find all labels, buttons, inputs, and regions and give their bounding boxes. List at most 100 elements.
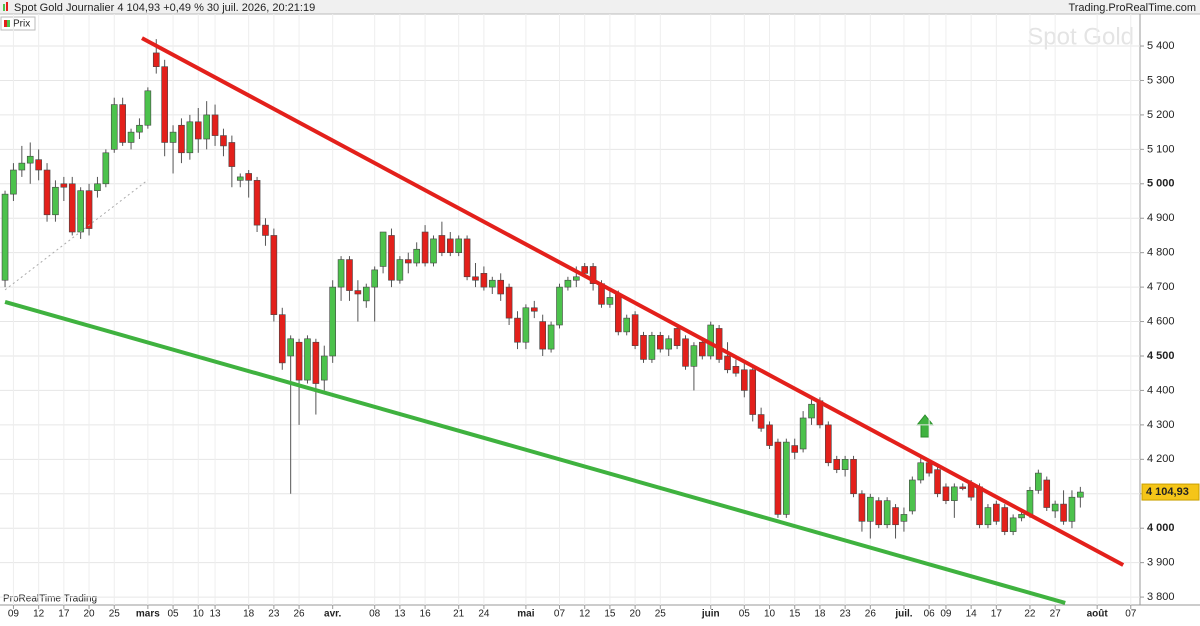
candle-body xyxy=(10,169,17,195)
x-tick-label: mars xyxy=(136,609,160,620)
candle-body xyxy=(925,462,933,474)
y-tick-label: 5 100 xyxy=(1147,143,1175,155)
candle-body xyxy=(270,235,278,315)
candle-body xyxy=(808,403,815,419)
candle-body xyxy=(337,259,345,288)
candle-body xyxy=(346,259,353,291)
candle-body xyxy=(917,462,925,481)
y-tick-label: 4 400 xyxy=(1147,384,1175,396)
candle-body xyxy=(438,235,446,253)
candle-body xyxy=(228,142,236,167)
x-tick-label: 20 xyxy=(83,609,95,620)
y-tick-label: 4 800 xyxy=(1147,247,1175,259)
header-source: Trading.ProRealTime.com xyxy=(1068,2,1196,14)
candle-body xyxy=(699,341,706,357)
x-tick-label: 26 xyxy=(865,609,877,620)
x-tick-label: 16 xyxy=(420,609,432,620)
candle-body xyxy=(304,338,311,381)
candle-body xyxy=(1060,503,1067,522)
candle-body xyxy=(68,183,76,233)
candle-body xyxy=(18,162,26,171)
header-bar xyxy=(0,0,1200,14)
x-tick-label: 09 xyxy=(940,609,952,620)
candle-body xyxy=(455,238,462,253)
y-tick-label: 3 900 xyxy=(1147,557,1175,569)
candle-body xyxy=(77,190,84,233)
candle-body xyxy=(875,500,883,526)
candle-body xyxy=(841,459,849,470)
candle-body xyxy=(539,321,546,350)
candle-body xyxy=(354,290,362,295)
candle-body xyxy=(119,104,126,143)
x-tick-label: 24 xyxy=(478,609,490,620)
x-tick-label: 17 xyxy=(991,609,1003,620)
candle-body xyxy=(858,493,866,522)
candle-body xyxy=(522,307,530,343)
candle-body xyxy=(379,231,387,267)
candle-body xyxy=(573,276,580,281)
candle-body xyxy=(993,503,1000,522)
up-arrow xyxy=(915,414,935,438)
candle-body xyxy=(959,486,967,489)
candle-body xyxy=(52,186,59,216)
last-price-label: 4 104,93 xyxy=(1146,486,1189,498)
x-tick-label: 07 xyxy=(1125,609,1137,620)
y-tick-label: 4 700 xyxy=(1147,281,1175,293)
candle-body xyxy=(724,355,731,371)
candle-body xyxy=(413,248,420,264)
y-tick-label: 5 200 xyxy=(1147,109,1175,121)
candle-body xyxy=(253,180,261,226)
candle-body xyxy=(287,338,294,357)
candle-body xyxy=(1051,503,1059,512)
candle-body xyxy=(329,286,336,357)
candle-body xyxy=(934,469,941,495)
grid xyxy=(0,14,1140,605)
candle-body xyxy=(85,190,93,229)
candle-body xyxy=(757,414,765,429)
x-tick-label: mai xyxy=(517,609,534,620)
x-tick-label: août xyxy=(1087,609,1109,620)
x-tick-label: 10 xyxy=(193,609,205,620)
candle-body xyxy=(497,279,504,295)
candle-body xyxy=(505,286,513,319)
candle-body xyxy=(362,286,370,302)
x-tick-label: 18 xyxy=(243,609,255,620)
candle-body xyxy=(136,124,143,133)
candle-body xyxy=(295,341,303,381)
candle-body xyxy=(1077,491,1084,498)
candle-body xyxy=(547,324,555,350)
candle-body xyxy=(749,369,757,415)
y-tick-label: 5 400 xyxy=(1147,40,1175,52)
candle-body xyxy=(883,500,891,526)
candle-body xyxy=(194,121,202,140)
candle-body xyxy=(480,273,488,288)
legend-swatch xyxy=(7,20,10,27)
x-tick-label: 13 xyxy=(210,609,222,620)
candle-body xyxy=(648,335,656,360)
candle-body xyxy=(909,479,916,512)
candle-body xyxy=(556,286,563,326)
candle-body xyxy=(640,335,647,360)
x-tick-label: 18 xyxy=(814,609,826,620)
candle-body xyxy=(463,238,471,278)
x-tick-label: 17 xyxy=(58,609,70,620)
candle-body xyxy=(430,238,437,264)
candle-body xyxy=(211,114,219,136)
x-tick-label: 26 xyxy=(294,609,306,620)
candle-body xyxy=(102,152,110,185)
candle-body xyxy=(278,314,286,364)
candle-body xyxy=(1068,496,1076,522)
y-tick-label: 4 000 xyxy=(1147,522,1175,534)
y-tick-label: 5 300 xyxy=(1147,74,1175,86)
candle-body xyxy=(892,507,899,526)
candle-body xyxy=(1009,517,1017,532)
candle-body xyxy=(152,52,160,67)
candle-body xyxy=(421,231,429,264)
trendline xyxy=(4,299,1066,605)
y-tick-label: 4 200 xyxy=(1147,453,1175,465)
x-tick-label: 12 xyxy=(33,609,45,620)
candle-body xyxy=(623,317,631,333)
candle-body xyxy=(867,496,874,522)
